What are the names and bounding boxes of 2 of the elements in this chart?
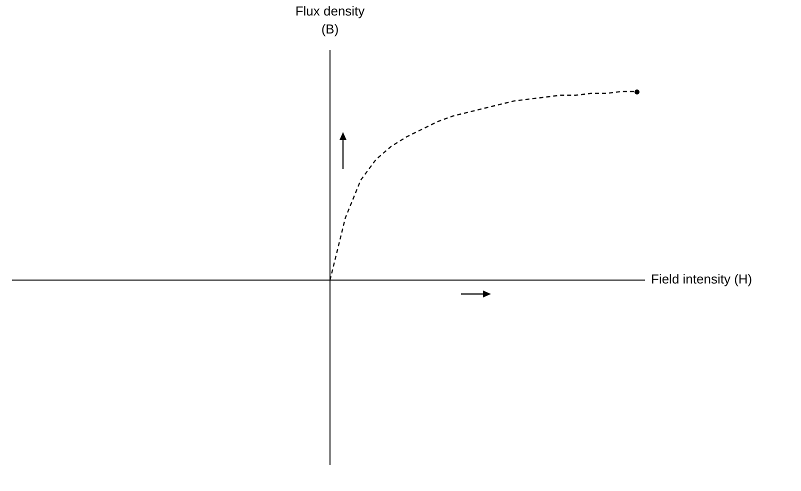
y-axis-title: Flux density (B): [295, 4, 366, 37]
x-axis-title: Field intensity (H): [651, 272, 752, 287]
